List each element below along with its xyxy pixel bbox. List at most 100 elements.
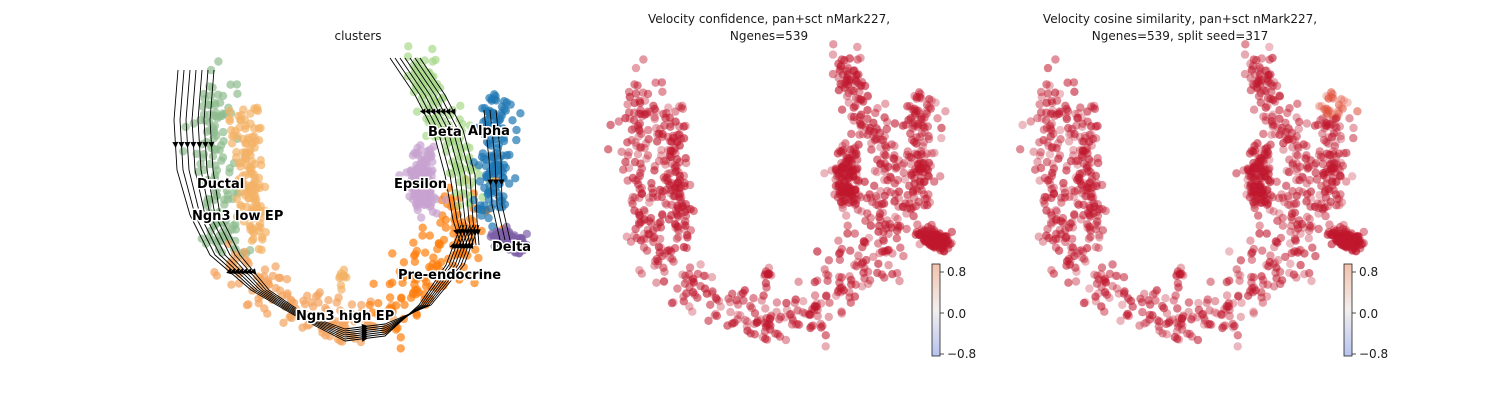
cell-point: [247, 186, 256, 195]
cell-point: [665, 245, 674, 255]
cell-point: [880, 113, 889, 122]
cell-point: [843, 221, 852, 230]
cell-point: [431, 55, 440, 65]
cell-point: [1118, 300, 1127, 309]
cell-point: [424, 196, 433, 205]
colorbar-tick-top: 0.8: [947, 265, 966, 279]
cell-point: [1074, 173, 1083, 182]
cell-point: [856, 53, 865, 63]
cell-point: [645, 198, 654, 207]
cell-point: [425, 188, 435, 197]
cell-point: [1232, 265, 1241, 274]
cell-point: [1325, 122, 1334, 131]
cell-point: [1158, 329, 1167, 338]
cluster-label-pre-endocrine: Pre-endocrine: [398, 268, 501, 283]
cell-point: [1173, 267, 1183, 276]
cell-point: [881, 141, 890, 150]
cell-point: [469, 196, 478, 205]
cell-point: [623, 100, 632, 109]
streamline-arrow: [444, 108, 451, 116]
cell-point: [256, 223, 265, 232]
cell-point: [1355, 237, 1364, 246]
cell-point: [1331, 114, 1341, 123]
cell-point: [1265, 42, 1274, 52]
cell-point: [632, 233, 642, 243]
cell-point: [1305, 269, 1314, 278]
cell-point: [1339, 149, 1348, 158]
cell-point: [1087, 158, 1096, 167]
streamline-arrow: [208, 141, 215, 148]
cell-point: [834, 236, 843, 245]
cell-point: [1269, 259, 1278, 269]
cell-point: [254, 299, 263, 308]
cell-point: [398, 278, 407, 287]
cell-point: [231, 126, 240, 136]
cell-point: [250, 160, 259, 169]
cell-point: [1296, 245, 1305, 255]
cell-point: [418, 223, 427, 232]
cell-point: [1035, 151, 1045, 160]
cell-point: [838, 203, 847, 213]
panel2-points: [604, 40, 956, 351]
cell-point: [604, 145, 613, 154]
cell-point: [1197, 310, 1207, 319]
cell-point: [456, 101, 465, 111]
cell-point: [688, 307, 697, 316]
cell-point: [1306, 194, 1316, 203]
cell-point: [686, 226, 696, 235]
cell-point: [1293, 141, 1302, 150]
cell-point: [852, 175, 861, 185]
cell-point: [206, 65, 216, 75]
cell-point: [1052, 144, 1061, 153]
cell-point: [927, 149, 936, 158]
cell-point: [1108, 260, 1117, 269]
cell-point: [631, 176, 640, 185]
cell-point: [289, 298, 299, 308]
cell-point: [899, 251, 908, 261]
cell-point: [1278, 193, 1288, 202]
cell-point: [385, 293, 395, 302]
cell-point: [215, 98, 225, 107]
streamline-arrow: [184, 141, 191, 148]
cell-point: [785, 310, 795, 319]
cell-point: [200, 94, 209, 104]
panel-velocity-confidence: Velocity confidence, pan+sct nMark227, N…: [604, 12, 976, 361]
cell-point: [933, 235, 942, 245]
cell-point: [1177, 319, 1186, 328]
cell-point: [1210, 308, 1219, 317]
cell-point: [1321, 211, 1330, 221]
cell-point: [1077, 245, 1086, 255]
cell-point: [1232, 169, 1241, 178]
cell-point: [1085, 284, 1094, 293]
cell-point: [845, 272, 854, 281]
cell-point: [256, 123, 265, 133]
cell-point: [647, 184, 656, 193]
cell-point: [838, 146, 848, 155]
cell-point: [1071, 263, 1080, 272]
cell-point: [1268, 82, 1277, 91]
cell-point: [249, 194, 259, 203]
cell-point: [896, 243, 905, 252]
cell-point: [661, 160, 670, 169]
panel3-colorbar: 0.8 0.0 −0.8: [1343, 263, 1388, 361]
cell-point: [347, 300, 357, 309]
cell-point: [237, 175, 246, 184]
cell-point: [619, 165, 628, 174]
cell-point: [635, 220, 644, 229]
cell-point: [396, 333, 405, 342]
cell-point: [366, 322, 376, 331]
cell-point: [409, 171, 418, 181]
cell-point: [487, 169, 496, 179]
cell-point: [418, 231, 427, 240]
cell-point: [653, 130, 662, 139]
cell-point: [667, 200, 676, 209]
cell-point: [637, 183, 646, 193]
cell-point: [650, 112, 659, 122]
cell-point: [631, 89, 641, 98]
cell-point: [1091, 134, 1101, 143]
cell-point: [1270, 242, 1279, 252]
cell-point: [1287, 248, 1296, 258]
cell-point: [336, 269, 346, 278]
cell-point: [250, 173, 260, 183]
panel-clusters: clusters Ductal Ngn3 low EP Ngn3 high EP…: [172, 29, 533, 353]
